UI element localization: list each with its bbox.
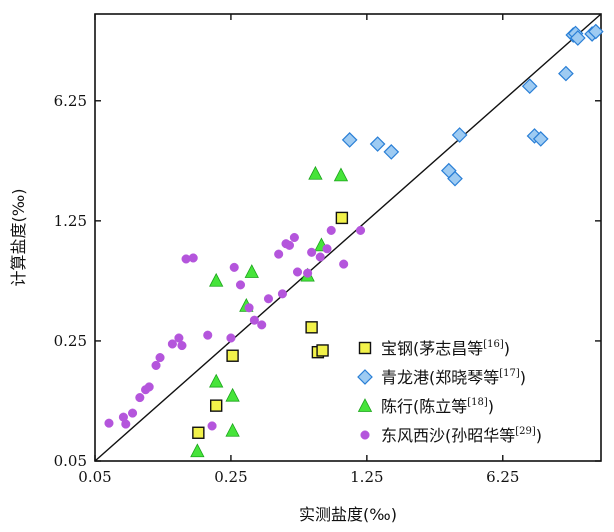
- data-point-diamond: [369, 136, 386, 152]
- reference-line-y-equals-x: [94, 13, 602, 462]
- legend-entry-triangle: 陈行(陈立等[18]): [357, 397, 494, 416]
- data-point-circle: [326, 225, 336, 235]
- data-point-circle: [177, 340, 187, 351]
- data-point-triangle: [190, 443, 205, 458]
- y-tick-label: 1.25: [54, 212, 87, 230]
- data-point-circle: [292, 267, 303, 277]
- data-point-circle: [303, 268, 313, 278]
- data-point-circle: [135, 393, 145, 403]
- y-tick-label: 0.05: [54, 452, 87, 470]
- data-point-square: [209, 399, 223, 412]
- data-point-circle: [151, 360, 161, 370]
- series-square: [192, 211, 349, 439]
- x-axis-label: 实测盐度(‰): [299, 505, 397, 524]
- data-point-square: [226, 349, 239, 362]
- data-point-circle: [355, 225, 366, 235]
- data-point-diamond: [587, 23, 604, 40]
- data-point-triangle: [225, 387, 240, 402]
- data-point-circle: [203, 330, 213, 340]
- data-point-circle: [322, 244, 332, 254]
- data-point-triangle: [209, 272, 224, 287]
- data-points-layer: [104, 23, 604, 458]
- data-point-circle: [307, 247, 317, 257]
- data-point-circle: [339, 259, 349, 269]
- data-point-circle: [277, 289, 287, 299]
- data-point-circle: [249, 315, 259, 325]
- reference-line-layer: [94, 13, 602, 462]
- legend-label: 宝钢(茅志昌等[16]): [381, 339, 510, 358]
- data-point-circle: [207, 421, 217, 431]
- data-point-diamond: [447, 170, 463, 187]
- y-axis-label: 计算盐度(‰): [9, 189, 28, 287]
- data-point-circle: [121, 419, 131, 429]
- x-tick-label: 1.25: [350, 468, 383, 486]
- data-point-triangle: [209, 373, 224, 388]
- data-point-square: [305, 321, 318, 334]
- y-tick-label: 6.25: [54, 92, 87, 110]
- legend-entry-square: 宝钢(茅志昌等[16]): [358, 339, 510, 358]
- data-point-diamond: [383, 144, 400, 160]
- data-point-diamond: [569, 30, 586, 46]
- legend-entry-circle: 东风西沙(孙昭华等[29]): [360, 426, 542, 445]
- data-point-square: [192, 426, 205, 439]
- data-point-circle: [155, 353, 165, 363]
- data-point-circle: [167, 339, 177, 349]
- legend-marker-circle: [360, 430, 370, 440]
- legend-entry-diamond: 青龙港(郑晓琴等[17]): [357, 368, 526, 387]
- data-point-triangle: [244, 264, 259, 278]
- data-point-diamond: [558, 65, 574, 82]
- data-point-circle: [229, 262, 239, 272]
- legend-marker-diamond: [357, 369, 373, 385]
- data-point-circle: [315, 252, 325, 262]
- data-point-circle: [257, 320, 267, 330]
- axis-ticks-layer: 0.05 0.25 1.25 6.25 0.05 0.25 1.25 6.25: [54, 14, 601, 486]
- legend-marker-triangle: [357, 398, 373, 412]
- data-point-triangle: [225, 422, 240, 437]
- data-point-circle: [144, 382, 154, 392]
- data-point-circle: [235, 280, 246, 290]
- data-point-circle: [104, 418, 114, 428]
- data-point-circle: [274, 249, 284, 259]
- y-tick-label: 0.25: [54, 332, 87, 350]
- data-point-circle: [263, 294, 274, 304]
- data-point-square: [335, 211, 349, 225]
- data-point-circle: [128, 408, 138, 418]
- data-point-circle: [244, 303, 254, 313]
- x-tick-label: 6.25: [486, 468, 519, 486]
- data-point-circle: [284, 240, 295, 250]
- data-point-circle: [289, 232, 299, 243]
- data-point-diamond: [341, 132, 358, 148]
- data-point-diamond: [532, 131, 549, 147]
- data-point-triangle: [308, 165, 323, 180]
- data-point-diamond: [521, 78, 538, 95]
- legend-label: 陈行(陈立等[18]): [381, 397, 494, 416]
- legend-marker-square: [358, 341, 372, 355]
- x-tick-label: 0.25: [214, 468, 247, 486]
- data-point-square: [316, 344, 329, 357]
- data-point-diamond: [451, 127, 468, 143]
- series-circle: [104, 225, 366, 431]
- data-point-circle: [226, 333, 236, 343]
- series-diamond: [341, 23, 604, 187]
- data-point-triangle: [333, 167, 349, 182]
- x-tick-label: 0.05: [78, 468, 111, 486]
- legend: 宝钢(茅志昌等[16]) 青龙港(郑晓琴等[17]) 陈行(陈立等[18]) 东风西沙…: [357, 339, 542, 445]
- legend-label: 青龙港(郑晓琴等[17]): [381, 368, 526, 387]
- legend-label: 东风西沙(孙昭华等[29]): [381, 426, 542, 445]
- data-point-circle: [188, 253, 198, 263]
